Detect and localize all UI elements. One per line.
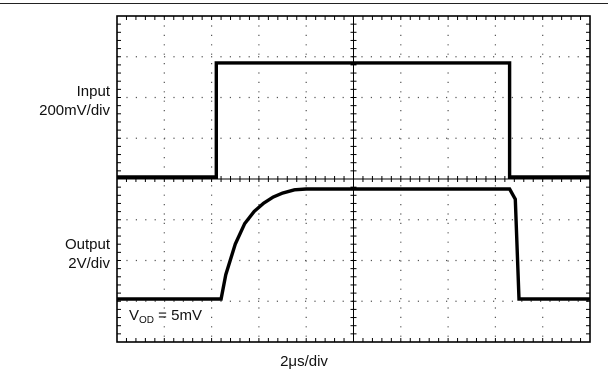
trace-layer xyxy=(117,61,590,301)
trace-channel-2 xyxy=(117,187,590,301)
output-channel-scale: 2V/div xyxy=(68,255,110,272)
vod-annotation: VOD = 5mV xyxy=(129,306,202,326)
plot-frame xyxy=(116,15,591,343)
vod-subscript: OD xyxy=(139,315,155,326)
vod-prefix: V xyxy=(129,307,140,324)
input-channel-name: Input xyxy=(76,83,110,100)
top-rule xyxy=(0,3,608,4)
time-scale-label: 2μs/div xyxy=(280,353,328,370)
output-channel-name: Output xyxy=(64,236,110,253)
trace-channel-1 xyxy=(117,61,590,179)
output-channel-label: Output 2V/div xyxy=(65,235,110,273)
vod-value: = 5mV xyxy=(154,307,202,324)
input-channel-scale: 200mV/div xyxy=(39,102,110,119)
input-channel-label: Input 200mV/div xyxy=(39,82,110,120)
